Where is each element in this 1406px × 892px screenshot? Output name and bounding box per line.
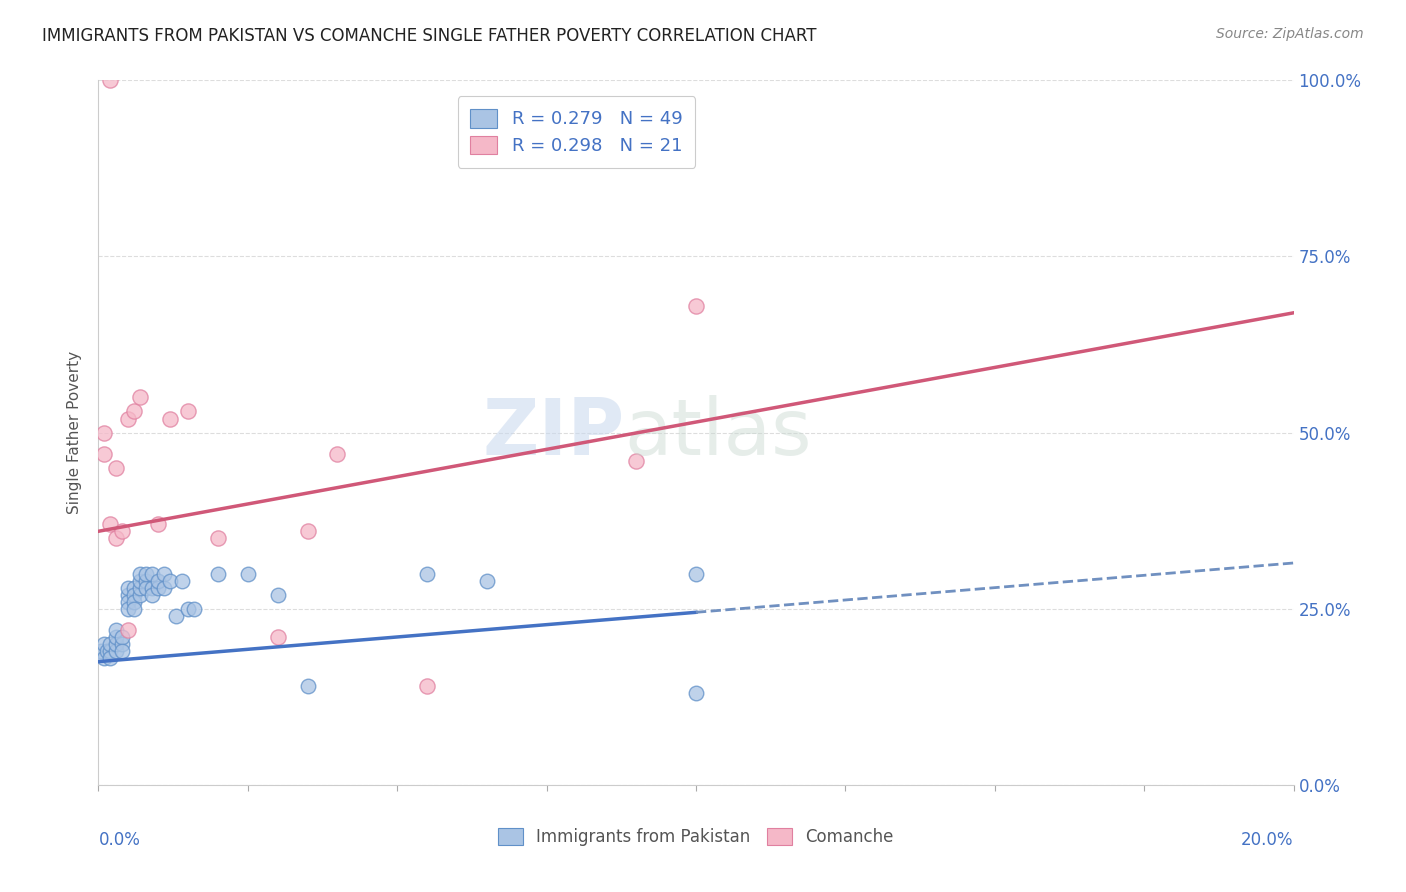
Text: 0.0%: 0.0% <box>98 830 141 849</box>
Point <box>98 651 122 665</box>
Text: Source: ZipAtlas.com: Source: ZipAtlas.com <box>1216 27 1364 41</box>
Point <box>416 679 439 693</box>
Point <box>267 588 290 602</box>
Point <box>117 588 139 602</box>
Point <box>297 524 319 539</box>
Point <box>129 588 152 602</box>
Point <box>177 601 200 615</box>
Point <box>117 411 139 425</box>
Point <box>135 566 157 581</box>
Point <box>111 630 134 644</box>
Point <box>159 411 181 425</box>
Point <box>129 581 152 595</box>
Point <box>105 460 128 475</box>
Point <box>207 532 229 546</box>
Point <box>153 566 176 581</box>
Point <box>117 623 139 637</box>
Point <box>129 574 152 588</box>
Point <box>165 608 187 623</box>
Point <box>117 601 139 615</box>
Point <box>141 566 163 581</box>
Point <box>148 581 170 595</box>
Point <box>124 581 146 595</box>
Point <box>98 517 122 532</box>
Point <box>111 637 134 651</box>
Point <box>124 588 146 602</box>
Point <box>93 447 115 461</box>
Point <box>267 630 290 644</box>
Point <box>111 644 134 658</box>
Point <box>98 644 122 658</box>
Point <box>626 454 648 468</box>
Point <box>141 588 163 602</box>
Point <box>96 644 118 658</box>
Text: IMMIGRANTS FROM PAKISTAN VS COMANCHE SINGLE FATHER POVERTY CORRELATION CHART: IMMIGRANTS FROM PAKISTAN VS COMANCHE SIN… <box>42 27 817 45</box>
Point <box>93 425 115 440</box>
Point <box>236 566 259 581</box>
Point <box>148 574 170 588</box>
Text: atlas: atlas <box>624 394 811 471</box>
Point <box>105 630 128 644</box>
Legend: Immigrants from Pakistan, Comanche: Immigrants from Pakistan, Comanche <box>489 820 903 855</box>
Text: ZIP: ZIP <box>482 394 624 471</box>
Point <box>105 532 128 546</box>
Point <box>98 637 122 651</box>
Point <box>90 644 112 658</box>
Point <box>129 566 152 581</box>
Point <box>416 566 439 581</box>
Point <box>183 601 205 615</box>
Point <box>141 581 163 595</box>
Point <box>475 574 498 588</box>
Point <box>297 679 319 693</box>
Point <box>685 299 707 313</box>
Point <box>207 566 229 581</box>
Point <box>685 566 707 581</box>
Point <box>135 581 157 595</box>
Point <box>153 581 176 595</box>
Point <box>105 637 128 651</box>
Point <box>148 517 170 532</box>
Point <box>124 595 146 609</box>
Point <box>124 404 146 418</box>
Y-axis label: Single Father Poverty: Single Father Poverty <box>67 351 83 514</box>
Point <box>326 447 349 461</box>
Point <box>117 595 139 609</box>
Point <box>124 601 146 615</box>
Point <box>105 623 128 637</box>
Point <box>93 637 115 651</box>
Point <box>93 651 115 665</box>
Point <box>172 574 194 588</box>
Point <box>129 391 152 405</box>
Text: 20.0%: 20.0% <box>1241 830 1294 849</box>
Point <box>135 574 157 588</box>
Point <box>111 524 134 539</box>
Point <box>685 686 707 700</box>
Point <box>117 581 139 595</box>
Point <box>177 404 200 418</box>
Point <box>159 574 181 588</box>
Point <box>105 644 128 658</box>
Point <box>98 73 122 87</box>
